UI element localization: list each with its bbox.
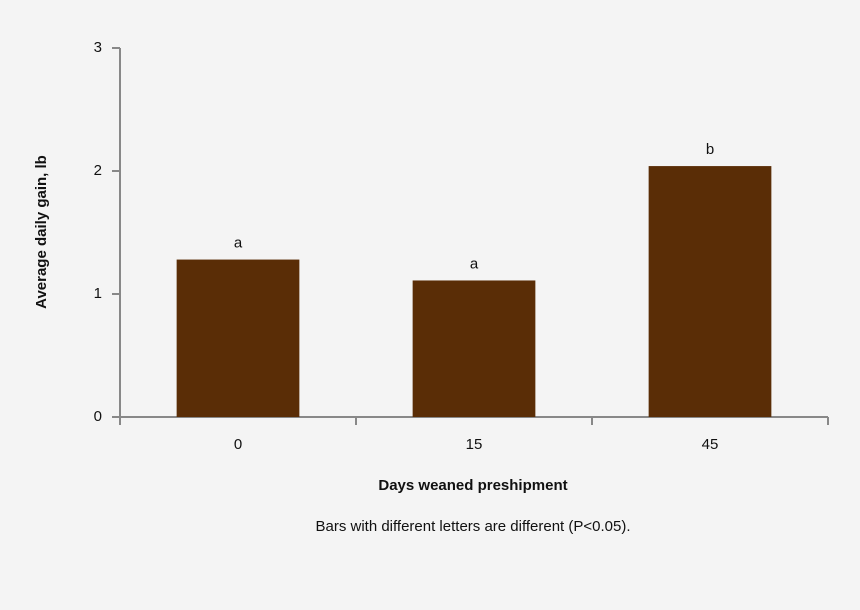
bar <box>176 259 300 417</box>
bar <box>648 166 772 417</box>
x-tick-label: 15 <box>466 436 483 453</box>
bar-annotation: a <box>234 235 243 252</box>
bar-annotation: b <box>706 141 714 158</box>
y-tick-label: 1 <box>94 285 102 302</box>
bar-annotation: a <box>470 255 479 272</box>
x-axis-label: Days weaned preshipment <box>378 477 567 494</box>
footnote: Bars with different letters are differen… <box>315 518 630 535</box>
bar <box>412 280 536 417</box>
y-tick-label: 3 <box>94 39 102 56</box>
y-tick-label: 0 <box>94 408 102 425</box>
x-tick-label: 45 <box>702 436 719 453</box>
y-tick-label: 2 <box>94 162 102 179</box>
y-axis-label: Average daily gain, lb <box>33 155 50 309</box>
x-tick-label: 0 <box>234 436 242 453</box>
